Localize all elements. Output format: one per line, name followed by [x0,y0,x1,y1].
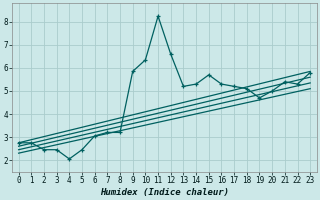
X-axis label: Humidex (Indice chaleur): Humidex (Indice chaleur) [100,188,229,197]
